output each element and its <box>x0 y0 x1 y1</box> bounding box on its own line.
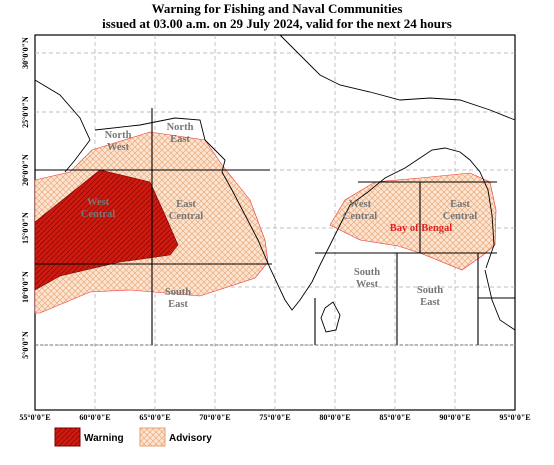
longitude-label: 75°0'0"E <box>259 413 290 422</box>
area-label: West <box>356 279 379 290</box>
longitude-label: 70°0'0"E <box>199 413 230 422</box>
legend-swatch <box>139 427 166 447</box>
area-label: Central <box>443 211 477 222</box>
area-label: South <box>354 267 380 278</box>
area-label: East <box>176 199 196 210</box>
advisory-area <box>329 172 497 271</box>
area-label: East <box>168 299 188 310</box>
latitude-label: 10°0'0"N <box>21 271 30 303</box>
area-label: Central <box>343 211 377 222</box>
area-label: North <box>167 122 194 133</box>
area-label: East <box>450 199 470 210</box>
area-label: Central <box>81 209 115 220</box>
map: NorthWestNorthEastWestCentralEastCentral… <box>19 34 531 422</box>
latitude-label: 25°0'0"N <box>21 96 30 128</box>
longitude-label: 85°0'0"E <box>379 413 410 422</box>
subtitle: issued at 03.00 a.m. on 29 July 2024, va… <box>102 16 452 31</box>
latitude-label: 20°0'0"N <box>21 154 30 186</box>
coastline <box>34 34 516 333</box>
area-label: West <box>87 197 110 208</box>
longitude-label: 60°0'0"E <box>79 413 110 422</box>
area-label: North <box>105 130 132 141</box>
area-label: Central <box>169 211 203 222</box>
title: Warning for Fishing and Naval Communitie… <box>152 1 403 16</box>
area-label: West <box>107 142 130 153</box>
longitude-label: 95°0'0"E <box>499 413 530 422</box>
longitude-label: 55°0'0"E <box>19 413 50 422</box>
legend: Warning Advisory <box>54 427 212 447</box>
legend-label: Advisory <box>169 433 212 444</box>
area-label: South <box>165 287 191 298</box>
longitude-label: 65°0'0"E <box>139 413 170 422</box>
legend-label: Warning <box>84 433 124 444</box>
warning-area <box>34 169 179 291</box>
latitude-labels: 30°0'0"N 25°0'0"N 20°0'0"N 15°0'0"N 10°0'0"N… <box>21 37 30 359</box>
sea-label: Bay of Bengal <box>390 223 453 234</box>
area-label: South <box>417 285 443 296</box>
area-labels: NorthWestNorthEastWestCentralEastCentral… <box>81 122 477 310</box>
area-label: East <box>420 297 440 308</box>
forecast-area-boundaries <box>35 108 515 346</box>
longitude-labels: 55°0'0"E 60°0'0"E 65°0'0"E 70°0'0"E 75°0'0"E… <box>19 413 530 422</box>
latitude-label: 5°0'0"N <box>21 331 30 359</box>
longitude-label: 80°0'0"E <box>319 413 350 422</box>
area-label: West <box>349 199 372 210</box>
longitude-label: 90°0'0"E <box>439 413 470 422</box>
legend-swatch <box>54 427 81 447</box>
latitude-label: 15°0'0"N <box>21 212 30 244</box>
latitude-label: 30°0'0"N <box>21 37 30 69</box>
area-label: East <box>170 134 190 145</box>
